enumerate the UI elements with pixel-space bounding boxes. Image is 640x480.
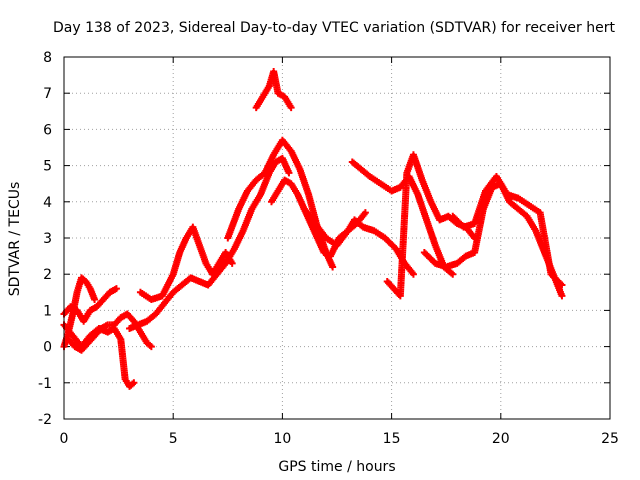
x-tick-labels: 0 5 10 15 20 25 bbox=[60, 431, 619, 447]
y-tick-label: 1 bbox=[43, 303, 52, 319]
data-point bbox=[287, 104, 295, 112]
y-tick-label: 6 bbox=[43, 122, 52, 138]
axis-ticks bbox=[63, 56, 611, 420]
x-tick-label: 15 bbox=[383, 431, 401, 447]
y-tick-label: 2 bbox=[43, 267, 52, 283]
plot-frame bbox=[63, 56, 611, 420]
grid bbox=[64, 57, 610, 419]
y-tick-label: 0 bbox=[43, 340, 52, 356]
satellite-track-8 bbox=[252, 67, 295, 112]
y-tick-label: 3 bbox=[43, 231, 52, 247]
data-point bbox=[329, 263, 337, 271]
y-tick-label: 8 bbox=[43, 50, 52, 66]
data-point bbox=[361, 209, 369, 217]
data-point bbox=[285, 169, 293, 177]
satellite-track-4 bbox=[64, 310, 155, 354]
x-tick-label: 10 bbox=[273, 431, 291, 447]
data-point bbox=[409, 270, 417, 278]
x-axis-label: GPS time / hours bbox=[278, 459, 395, 475]
data-point bbox=[558, 281, 566, 289]
data-point bbox=[228, 259, 236, 267]
satellite-track-10 bbox=[300, 205, 417, 278]
data-point bbox=[558, 292, 566, 300]
y-tick-labels: -2 -1 0 1 2 3 4 5 6 7 8 bbox=[38, 50, 52, 428]
satellite-track-6 bbox=[136, 223, 236, 304]
data-point bbox=[147, 343, 155, 351]
satellite-track-12 bbox=[383, 151, 479, 300]
y-tick-label: -1 bbox=[38, 376, 52, 392]
x-tick-label: 25 bbox=[601, 431, 619, 447]
y-tick-label: 5 bbox=[43, 159, 52, 175]
chart-title: Day 138 of 2023, Sidereal Day-to-day VTE… bbox=[53, 20, 615, 36]
data-point bbox=[91, 296, 99, 304]
y-axis-label: SDTVAR / TECUs bbox=[7, 182, 23, 297]
x-tick-label: 5 bbox=[169, 431, 178, 447]
data-point bbox=[112, 285, 120, 293]
y-tick-label: 7 bbox=[43, 86, 52, 102]
y-tick-label: 4 bbox=[43, 195, 52, 211]
x-tick-label: 0 bbox=[60, 431, 69, 447]
data-point bbox=[449, 270, 457, 278]
y-tick-label: -2 bbox=[38, 412, 52, 428]
satellite-track-5 bbox=[126, 154, 293, 332]
data-point bbox=[130, 379, 138, 387]
x-tick-label: 20 bbox=[492, 431, 510, 447]
satellite-track-14 bbox=[449, 172, 566, 289]
